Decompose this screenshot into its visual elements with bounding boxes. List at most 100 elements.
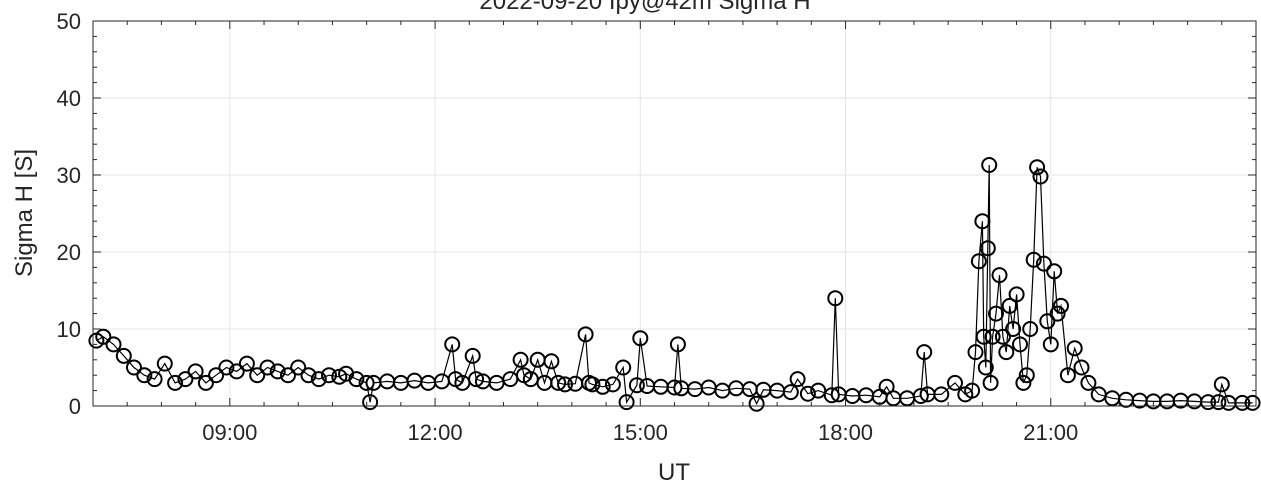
data-point — [823, 387, 840, 404]
data-point — [218, 359, 235, 376]
data-point — [1008, 286, 1025, 303]
data-point — [557, 376, 573, 393]
data-point — [187, 363, 204, 380]
data-point — [1039, 313, 1056, 330]
data-layer — [88, 157, 1261, 412]
data-point — [95, 328, 112, 345]
data-point — [967, 344, 984, 361]
data-point — [1066, 340, 1083, 357]
data-point — [1042, 336, 1059, 353]
data-point — [827, 290, 844, 307]
data-point — [1046, 263, 1063, 280]
y-tick-label: 10 — [57, 317, 81, 342]
data-point — [362, 394, 379, 411]
x-tick-label: 21:00 — [1023, 420, 1078, 445]
data-point — [512, 351, 529, 368]
data-point — [1213, 376, 1230, 393]
data-point — [982, 374, 999, 391]
data-point — [321, 367, 337, 384]
data-point — [464, 347, 481, 364]
data-point — [177, 371, 194, 388]
data-point — [933, 386, 950, 403]
y-tick-label: 50 — [57, 9, 81, 34]
data-point — [543, 353, 560, 370]
data-point — [1012, 336, 1028, 353]
data-point — [970, 253, 987, 270]
data-point — [984, 328, 1001, 345]
x-tick-label: 12:00 — [408, 420, 463, 445]
data-point — [789, 371, 806, 388]
data-point — [280, 367, 296, 384]
y-tick-label: 30 — [57, 163, 81, 188]
data-point — [799, 385, 816, 402]
data-point — [1059, 367, 1076, 384]
data-point — [1210, 394, 1227, 411]
data-point — [988, 305, 1004, 322]
data-point — [666, 379, 683, 396]
data-point — [1015, 374, 1032, 391]
x-tick-label: 09:00 — [202, 420, 257, 445]
data-point — [1032, 168, 1049, 185]
data-point — [1005, 321, 1022, 337]
data-point — [1244, 394, 1261, 411]
grid-layer — [93, 21, 1256, 406]
data-point — [228, 363, 245, 380]
data-point — [290, 359, 307, 376]
data-point — [126, 359, 142, 376]
data-point — [1001, 297, 1018, 314]
data-point — [197, 374, 214, 391]
data-point — [1022, 321, 1039, 337]
data-point — [916, 344, 933, 361]
data-point — [912, 388, 929, 404]
data-point — [310, 371, 327, 388]
data-point — [444, 336, 461, 353]
data-point — [136, 367, 153, 384]
chart-title: 2022-09-20 Ipy@42m Sigma H — [479, 0, 810, 15]
series-line — [96, 164, 1253, 406]
data-point — [994, 328, 1011, 345]
data-point — [300, 367, 317, 384]
data-point — [979, 240, 996, 257]
x-tick-label: 15:00 — [613, 420, 668, 445]
data-point — [669, 336, 686, 353]
data-point — [1073, 359, 1090, 376]
data-point — [577, 326, 594, 343]
y-axis-title: Sigma H [S] — [11, 149, 38, 277]
data-point — [991, 267, 1008, 284]
data-point — [208, 367, 225, 384]
data-point — [1029, 159, 1046, 176]
data-point — [594, 378, 611, 395]
y-tick-label: 20 — [57, 240, 81, 265]
x-tick-label: 18:00 — [818, 420, 873, 445]
x-axis-title: UT — [658, 459, 690, 486]
y-tick-label: 0 — [69, 394, 81, 419]
data-point — [748, 395, 765, 412]
data-point — [249, 367, 266, 384]
data-point — [604, 376, 621, 393]
data-point — [947, 374, 963, 391]
data-point — [1200, 394, 1217, 411]
data-point — [810, 382, 827, 399]
tick-layer: 09:00 12:00 15:00 18:00 21:00 0 10 20 30 40 50 — [57, 9, 1257, 445]
data-point — [238, 355, 255, 372]
data-point — [782, 384, 799, 401]
data-point — [468, 371, 485, 388]
data-point — [975, 328, 992, 345]
data-point — [618, 394, 635, 411]
data-point — [615, 359, 632, 376]
data-point — [156, 355, 173, 372]
data-point — [998, 344, 1015, 361]
data-point — [105, 336, 122, 353]
data-point — [1053, 297, 1069, 314]
data-point — [550, 374, 567, 391]
data-point — [1234, 394, 1251, 411]
data-point — [974, 213, 991, 230]
data-point — [348, 371, 365, 388]
data-point — [269, 363, 286, 380]
y-tick-label: 40 — [57, 86, 81, 111]
data-point — [146, 371, 163, 388]
data-point — [632, 330, 649, 347]
data-point — [115, 347, 132, 364]
data-point — [1080, 374, 1097, 391]
